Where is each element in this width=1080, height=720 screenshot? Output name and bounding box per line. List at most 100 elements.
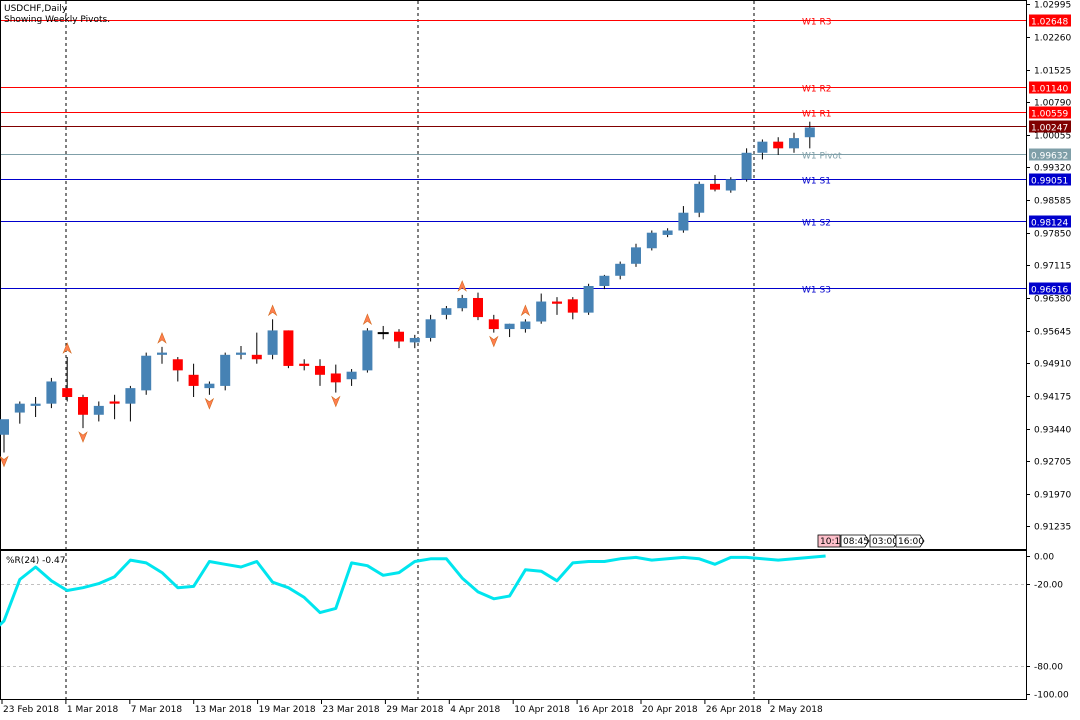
fractal-down-arrow [489, 335, 499, 348]
time-axis: 23 Feb 2018 1 Mar 2018 7 Mar 2018 13 Mar 20… [1, 700, 823, 715]
main-plot-frame [0, 0, 1027, 550]
fractal-up-arrow [157, 332, 167, 344]
candle-body [725, 179, 736, 191]
pivot-label: W1 Pivot [802, 152, 842, 162]
candle-body [520, 321, 531, 330]
price-tick-label: 1.02995 [1034, 1, 1071, 11]
candle-body [299, 363, 310, 366]
fractal-up-arrow [520, 304, 531, 317]
session-time-box [840, 534, 870, 548]
chart-subtitle: Showing Weekly Pivots. [4, 15, 110, 25]
pivot-price-badge [1029, 215, 1071, 228]
pivot-price-value: 0.98124 [1031, 219, 1068, 229]
candle-body [93, 405, 104, 415]
price-tick-label: 0.93440 [1034, 426, 1071, 436]
fractal-up-arrow [62, 342, 72, 354]
price-tick-label: 0.91970 [1034, 491, 1071, 501]
candle-time-box: 10:1 08:45 03:00 16:00 [817, 534, 925, 548]
candle-body [236, 352, 246, 355]
candle-body [157, 352, 167, 355]
price-tick-label: 0.99320 [1034, 164, 1071, 174]
candle-body [441, 308, 452, 315]
pivot-price-badge [1029, 282, 1071, 295]
candle-body [552, 301, 562, 304]
fractal-up-arrow [457, 280, 467, 292]
session-time-label: 16:00 [898, 537, 924, 547]
time-tick-label: 1 Mar 2018 [67, 705, 119, 715]
chart-title: USDCHF,Daily [4, 4, 68, 14]
pivot-price-value: 1.02648 [1031, 18, 1068, 28]
candle-body [457, 297, 468, 309]
pivot-price-badge [1029, 148, 1071, 161]
candle-body [504, 323, 515, 330]
candle-body [394, 331, 404, 342]
time-tick-label: 10 Apr 2018 [514, 705, 570, 715]
candle-body [473, 297, 483, 318]
price-tick-label: 0.97115 [1034, 262, 1071, 272]
time-tick-label: 26 Apr 2018 [706, 705, 762, 715]
candle-body [204, 383, 215, 389]
candles [0, 121, 815, 453]
fractal-down-arrow [204, 397, 215, 410]
price-tick-label: 0.94175 [1034, 393, 1071, 403]
pivot-price-badges: 1.02648 1.01140 1.00559 1.00247 0.99632 0.990… [1029, 14, 1071, 296]
candle-body [741, 152, 752, 180]
pivot-lines: W1 R3 W1 R2 W1 R1 W1 Pivot W1 S1 W1 S2 W1 S3 [1, 18, 1026, 296]
time-tick-label: 2 May 2018 [770, 705, 823, 715]
fractal-arrows [0, 280, 531, 468]
pivot-price-badge [1029, 120, 1071, 133]
pivot-label: W1 R2 [802, 85, 831, 95]
candle-body [804, 127, 815, 138]
candle-body [567, 299, 578, 313]
indicator-title: %R(24) -0.47 [6, 556, 65, 566]
price-tick-label: 0.92705 [1034, 458, 1071, 468]
price-tick-label: 1.00055 [1034, 132, 1071, 142]
fractal-down-arrow [331, 395, 341, 408]
price-tick-label: 0.91235 [1034, 523, 1071, 533]
price-axis: 1.02995 1.02260 1.01525 1.00790 1.00055 0.993… [1026, 1, 1071, 533]
candle-body [488, 319, 499, 330]
price-tick-label: 0.97850 [1034, 230, 1071, 240]
candle-body [694, 183, 705, 213]
candle-body [536, 301, 547, 322]
time-tick-label: 7 Mar 2018 [131, 705, 183, 715]
williams-r-indicator: 0.00 -20.00 -80.00 -100.00 [0, 553, 1069, 701]
pivot-price-badge [1029, 14, 1071, 27]
time-tick-label: 13 Mar 2018 [195, 705, 252, 715]
candle-body [62, 388, 73, 398]
candle-body [789, 138, 799, 149]
candle-body [583, 285, 594, 313]
candle-body [109, 401, 120, 404]
indicator-plot-frame [0, 550, 1027, 700]
time-tick-label: 4 Apr 2018 [450, 705, 500, 715]
candle-body [362, 330, 373, 371]
pivot-label: W1 R1 [802, 110, 831, 120]
current-time-box [817, 534, 841, 548]
time-tick-label: 20 Apr 2018 [642, 705, 698, 715]
current-time-label: 10:1 [820, 537, 840, 547]
pivot-price-value: 1.00247 [1031, 124, 1068, 134]
candle-body [283, 330, 294, 366]
candle-body [315, 365, 325, 375]
pivot-label: W1 S3 [802, 286, 831, 296]
candle-body [425, 319, 436, 338]
indicator-tick-label: 0.00 [1034, 553, 1054, 563]
pivot-price-value: 0.96616 [1031, 286, 1068, 296]
candle-body [172, 359, 183, 371]
pivot-price-value: 0.99632 [1031, 152, 1068, 162]
candle-body [220, 354, 231, 386]
candle-body [125, 388, 136, 404]
candle-body [599, 275, 610, 286]
time-tick-label: 23 Mar 2018 [323, 705, 380, 715]
candle-body [46, 381, 57, 404]
price-tick-label: 1.00790 [1034, 99, 1071, 109]
candle-body [757, 141, 768, 153]
candle-body [251, 354, 262, 360]
candle-body [0, 419, 9, 435]
session-time-box [895, 534, 925, 548]
session-time-label: 08:45 [843, 537, 869, 547]
price-tick-label: 0.96380 [1034, 295, 1071, 305]
candle-body [409, 337, 420, 343]
fractal-down-arrow [0, 455, 9, 468]
